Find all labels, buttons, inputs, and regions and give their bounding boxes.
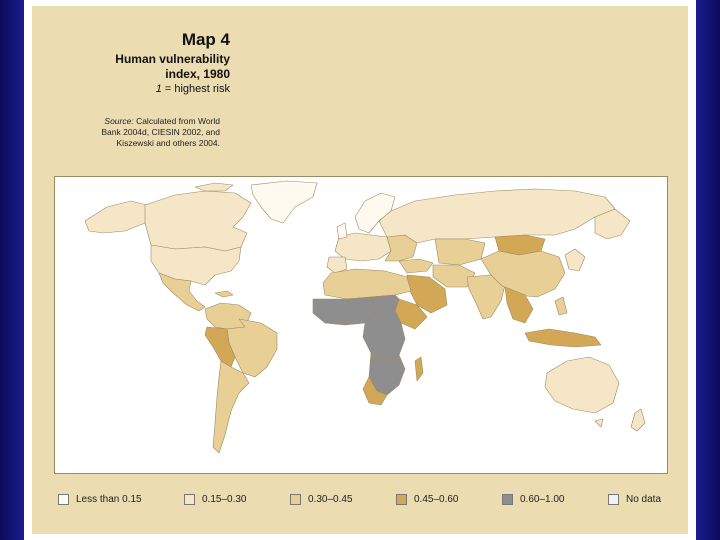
- map-title: Map 4: [181, 30, 230, 49]
- world-map-svg: [84, 180, 646, 454]
- region-western-europe: [334, 232, 392, 262]
- region-tasmania: [594, 418, 604, 428]
- region-north-africa: [322, 268, 412, 300]
- legend-item-0-30-0-45: 0.30–0.45: [290, 494, 353, 505]
- source-line3: Kiszewski and others 2004.: [116, 138, 220, 148]
- region-new-zealand: [630, 408, 646, 432]
- region-uk: [336, 222, 348, 240]
- region-madagascar: [414, 356, 424, 382]
- region-brazil: [226, 318, 278, 378]
- map-subtitle-line2: index, 1980: [165, 67, 230, 81]
- region-russia-far-east: [594, 208, 631, 240]
- region-canada: [144, 190, 252, 252]
- legend-swatch-2: [290, 494, 301, 505]
- region-south-africa: [362, 376, 388, 406]
- region-iran-afghanistan: [432, 264, 476, 288]
- source-line1: Calculated from World: [133, 116, 220, 126]
- legend-label-5: No data: [626, 494, 662, 505]
- region-russia: [378, 188, 616, 244]
- map-subtitle-line1: Human vulnerability: [115, 52, 230, 66]
- risk-note-text: = highest risk: [161, 83, 230, 95]
- region-turkey: [398, 258, 434, 274]
- map-legend: Less than 0.15 0.15–0.30 0.30–0.45 0.45–…: [58, 494, 668, 512]
- legend-label-2: 0.30–0.45: [308, 494, 353, 505]
- map-title-block: Map 4 Human vulnerability index, 1980 1 …: [30, 30, 230, 96]
- legend-swatch-1: [184, 494, 195, 505]
- legend-swatch-4: [502, 494, 513, 505]
- region-arctic-islands: [194, 182, 234, 192]
- legend-swatch-5: [608, 494, 619, 505]
- region-southern-cone: [212, 360, 250, 454]
- risk-note-value: 1: [155, 83, 162, 95]
- region-australia: [544, 356, 620, 414]
- region-philippines: [554, 296, 568, 316]
- region-iberia: [326, 256, 348, 274]
- legend-swatch-3: [396, 494, 407, 505]
- region-arabia: [406, 274, 448, 314]
- legend-item-0-60-1-00: 0.60–1.00: [502, 494, 565, 505]
- source-note: Source: Calculated from World Bank 2004d…: [70, 116, 220, 149]
- source-line2: Bank 2004d, CIESIN 2002, and: [101, 127, 220, 137]
- legend-label-1: 0.15–0.30: [202, 494, 247, 505]
- region-southeast-asia: [504, 286, 534, 324]
- region-korea-japan: [564, 248, 586, 272]
- legend-item-0-45-0-60: 0.45–0.60: [396, 494, 459, 505]
- region-china: [480, 250, 566, 298]
- legend-label-0: Less than 0.15: [76, 494, 142, 505]
- legend-label-3: 0.45–0.60: [414, 494, 459, 505]
- legend-item-0-15-0-30: 0.15–0.30: [184, 494, 247, 505]
- legend-swatch-0: [58, 494, 69, 505]
- region-caribbean: [214, 290, 234, 298]
- region-central-asia: [434, 238, 486, 266]
- legend-item-no-data: No data: [608, 494, 661, 505]
- risk-note: 1 = highest risk: [30, 82, 230, 96]
- region-greenland: [250, 180, 318, 224]
- region-alaska: [84, 200, 148, 234]
- legend-label-4: 0.60–1.00: [520, 494, 565, 505]
- region-indonesia: [524, 328, 602, 348]
- region-mexico: [158, 272, 206, 312]
- source-label: Source:: [104, 116, 134, 126]
- legend-item-less-than-0-15: Less than 0.15: [58, 494, 142, 505]
- world-map: [54, 176, 668, 474]
